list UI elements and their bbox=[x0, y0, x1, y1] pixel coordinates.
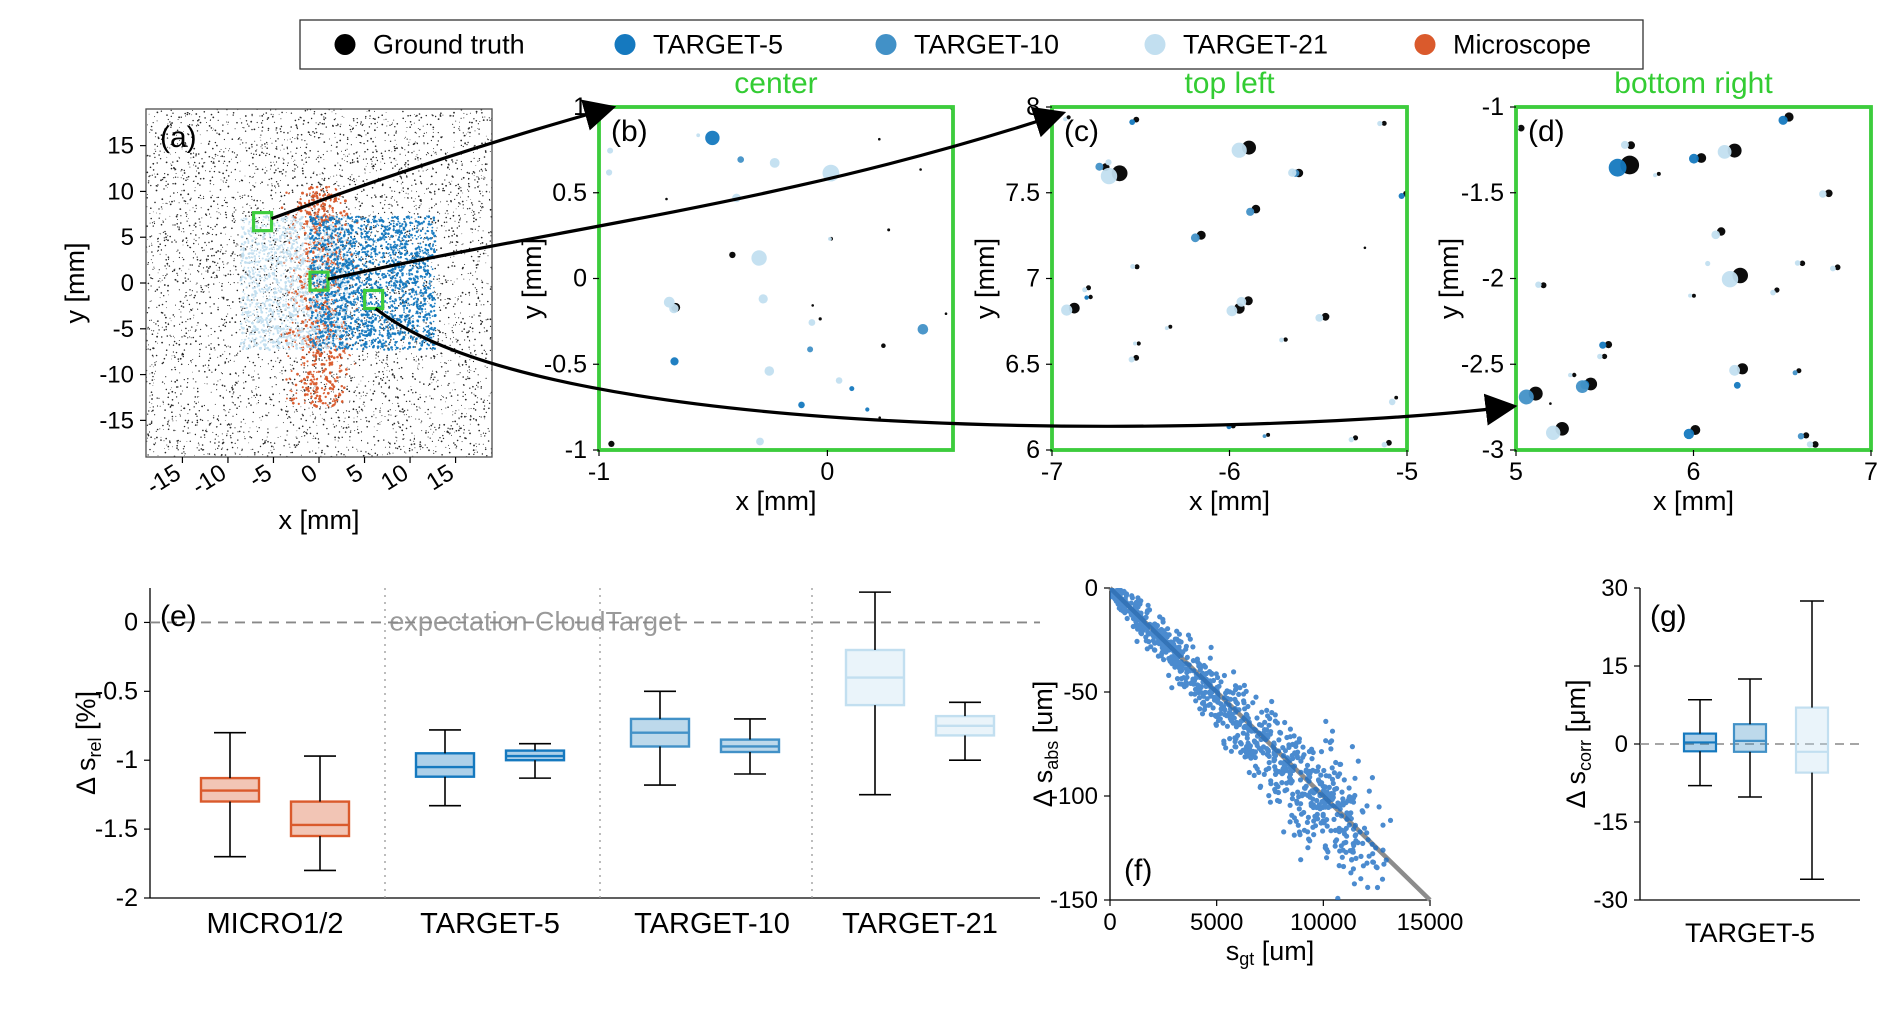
svg-text:Microscope: Microscope bbox=[1453, 30, 1591, 60]
svg-text:TARGET-21: TARGET-21 bbox=[1183, 30, 1328, 60]
svg-text:TARGET-10: TARGET-10 bbox=[914, 30, 1059, 60]
svg-text:TARGET-5: TARGET-5 bbox=[653, 30, 783, 60]
svg-text:Ground truth: Ground truth bbox=[373, 30, 525, 60]
